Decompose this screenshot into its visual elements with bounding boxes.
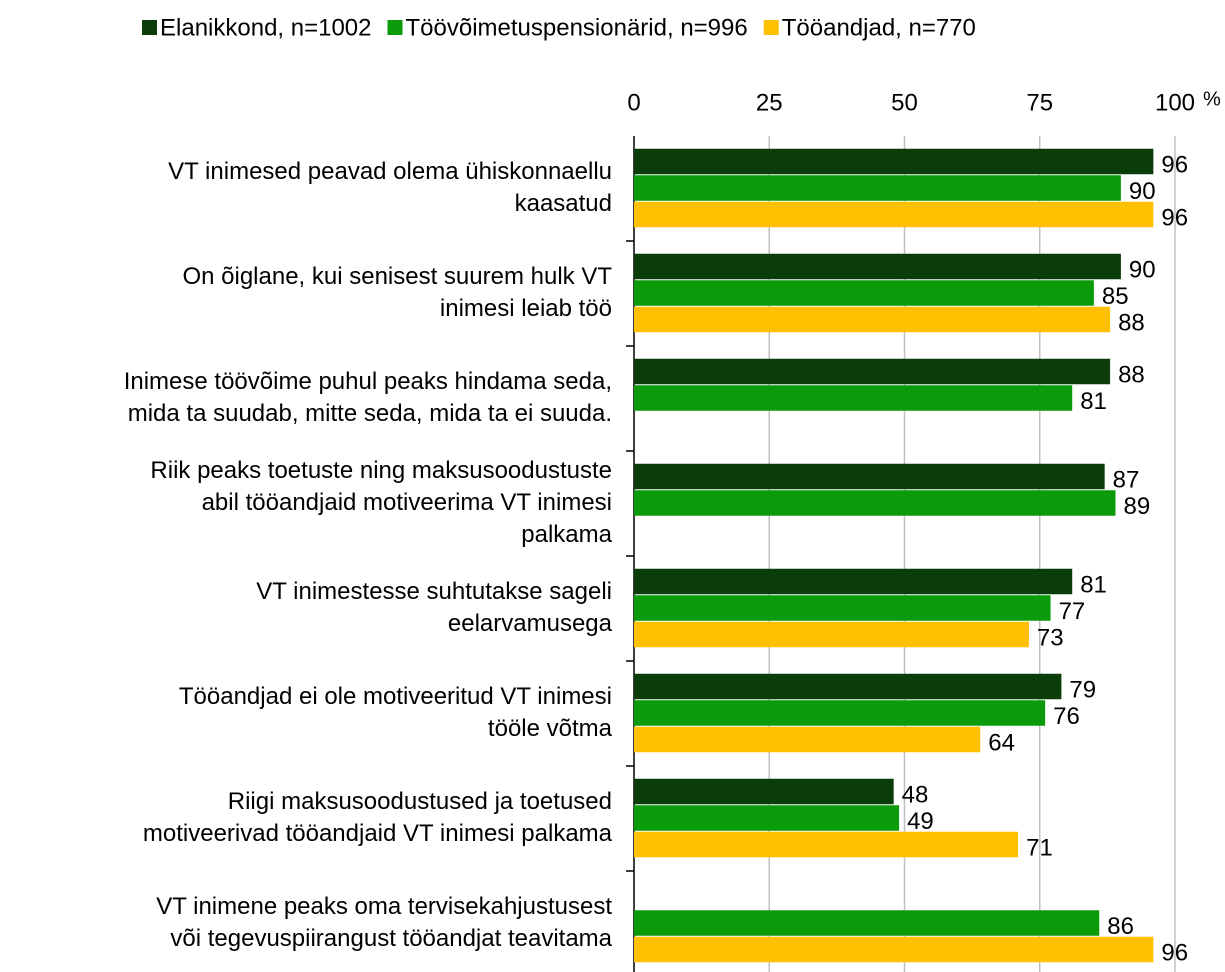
bar <box>634 936 1154 963</box>
value-label: 81 <box>1080 388 1107 415</box>
value-label: 87 <box>1113 466 1140 493</box>
bar <box>634 568 1073 595</box>
legend-swatch <box>763 20 779 35</box>
x-tick-label: 0 <box>627 89 640 116</box>
x-tick-label: 50 <box>891 89 918 116</box>
bar <box>634 490 1116 516</box>
legend-label: Elanikkond, n=1002 <box>160 14 372 41</box>
category-label: abil tööandjaid motiveerima VT inimesi <box>202 489 612 516</box>
value-label: 96 <box>1161 939 1188 966</box>
value-label: 48 <box>902 781 929 808</box>
bar <box>634 673 1062 700</box>
category-label: On õiglane, kui senisest suurem hulk VT <box>182 263 612 290</box>
category-label: Riigi maksusoodustused ja toetused <box>228 788 612 815</box>
legend-label: Töövõimetuspensionärid, n=996 <box>406 14 748 41</box>
legend-label: Tööandjad, n=770 <box>782 14 976 41</box>
value-label: 77 <box>1059 598 1086 625</box>
value-label: 96 <box>1161 204 1188 231</box>
value-label: 71 <box>1026 834 1053 861</box>
category-label: motiveerivad tööandjaid VT inimesi palka… <box>143 820 613 847</box>
x-tick-label: 25 <box>756 89 783 116</box>
value-label: 96 <box>1161 151 1188 178</box>
bar <box>634 175 1121 201</box>
bar <box>634 805 900 831</box>
legend-swatch <box>387 20 403 35</box>
value-label: 88 <box>1118 361 1145 388</box>
category-label: VT inimestesse suhtutakse sageli <box>256 578 612 605</box>
bar <box>634 621 1029 648</box>
value-label: 90 <box>1129 178 1156 205</box>
category-label: inimesi leiab töö <box>440 295 612 322</box>
value-label: 73 <box>1037 624 1064 651</box>
value-label: 79 <box>1069 676 1096 703</box>
bar <box>634 201 1154 228</box>
value-label: 89 <box>1123 493 1150 520</box>
value-label: 64 <box>988 729 1015 756</box>
bar <box>634 726 981 753</box>
bar <box>634 700 1046 726</box>
bar <box>634 253 1121 280</box>
bar <box>634 306 1111 333</box>
x-tick-label: 75 <box>1026 89 1053 116</box>
value-label: 85 <box>1102 283 1129 310</box>
category-label: tööle võtma <box>488 715 613 742</box>
category-label: eelarvamusega <box>448 610 613 637</box>
category-label: VT inimesed peavad olema ühiskonnaellu <box>168 158 612 185</box>
x-tick-label: 100 <box>1155 89 1195 116</box>
bar <box>634 280 1094 306</box>
category-label: või tegevuspiirangust tööandjat teavitam… <box>170 925 612 952</box>
value-label: 49 <box>907 808 934 835</box>
bar <box>634 831 1019 858</box>
bar <box>634 463 1105 490</box>
category-label: VT inimene peaks oma tervisekahjustusest <box>156 893 612 920</box>
unit-label: % <box>1203 88 1221 110</box>
bar <box>634 385 1073 411</box>
legend-swatch <box>142 20 157 35</box>
bar <box>634 778 894 805</box>
value-label: 90 <box>1129 256 1156 283</box>
bar <box>634 595 1051 621</box>
value-label: 76 <box>1053 703 1080 730</box>
bar <box>634 910 1100 936</box>
category-label: Tööandjad ei ole motiveeritud VT inimesi <box>179 683 612 710</box>
value-label: 88 <box>1118 309 1145 336</box>
category-label: kaasatud <box>515 190 612 217</box>
category-label: Riik peaks toetuste ning maksusoodustust… <box>150 457 612 484</box>
bar <box>634 358 1111 385</box>
category-label: palkama <box>521 521 612 548</box>
category-label: Inimese töövõime puhul peaks hindama sed… <box>124 368 612 395</box>
value-label: 86 <box>1107 913 1134 940</box>
value-label: 81 <box>1080 571 1107 598</box>
category-label: mida ta suudab, mitte seda, mida ta ei s… <box>128 400 612 427</box>
bar <box>634 148 1154 175</box>
